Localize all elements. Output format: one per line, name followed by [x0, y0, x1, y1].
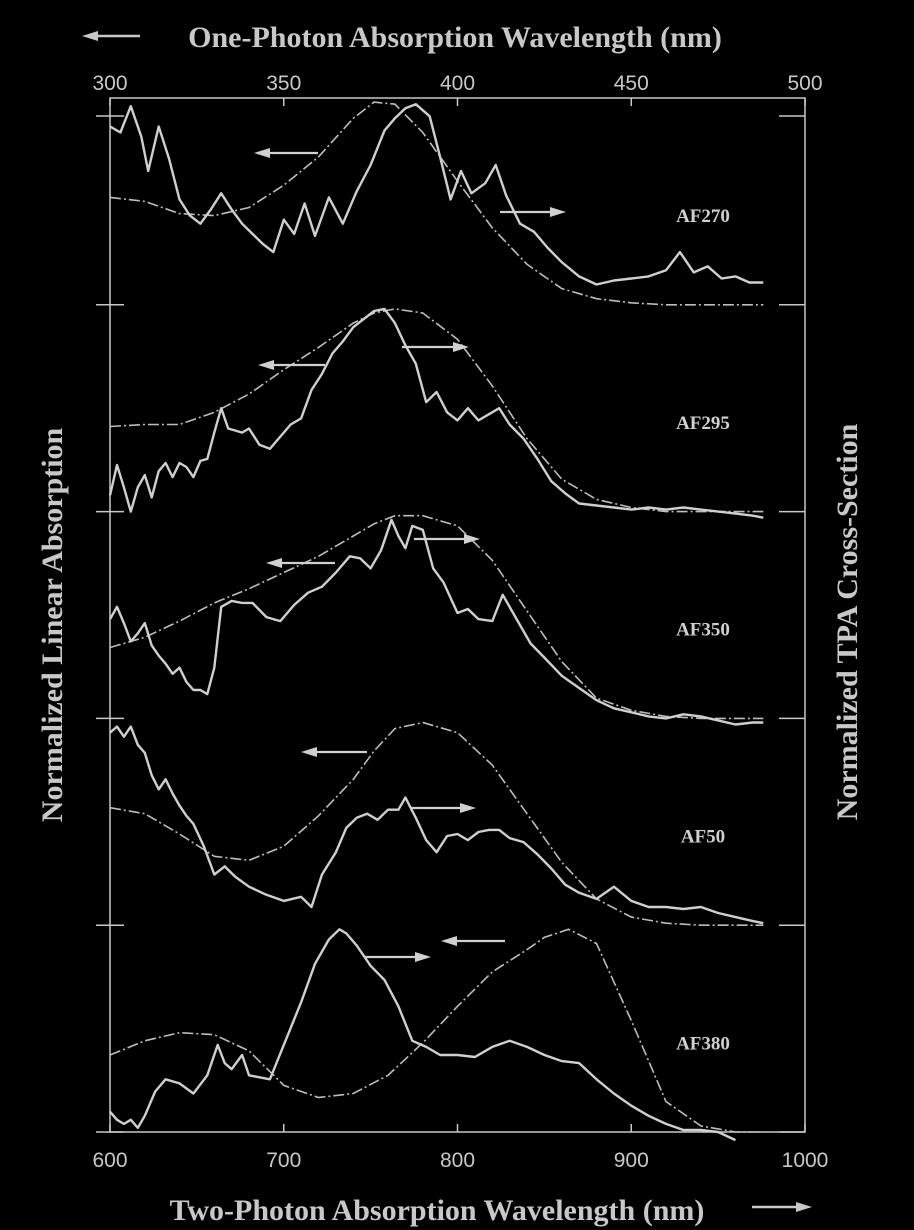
- linear-absorption-curve: [109, 721, 764, 926]
- spectra-panels: AF270 AF295 AF350 AF50 AF380: [108, 101, 764, 1142]
- linear-absorption-curve: [109, 101, 764, 306]
- panel-af350: AF350: [108, 514, 764, 726]
- curve-direction-arrows: [254, 148, 566, 962]
- left-axis-title: Normalized Linear Absorption: [36, 427, 69, 822]
- bottom-tick-label: 900: [614, 1149, 649, 1172]
- bottom-tick-label: 700: [266, 1149, 301, 1172]
- arrow-right-icon: [410, 803, 476, 813]
- top-tick-label: 450: [614, 72, 649, 95]
- tpa-cross-section-curve: [109, 103, 764, 286]
- top-tick-label: 400: [440, 72, 475, 95]
- panel-label: AF350: [676, 620, 730, 641]
- bottom-title-arrow: [752, 1202, 812, 1212]
- top-tick-label: 500: [787, 72, 822, 95]
- right-axis-title: Normalized TPA Cross-Section: [831, 423, 864, 820]
- panel-separator-ticks: [96, 115, 805, 1133]
- top-axis-title: One-Photon Absorption Wavelength (nm): [188, 21, 722, 54]
- arrow-right-icon: [402, 342, 469, 352]
- tpa-cross-section-curve: [109, 725, 764, 925]
- panel-af380: AF380: [109, 928, 764, 1142]
- linear-absorption-curve: [109, 308, 764, 513]
- bottom-axis-title: Two-Photon Absorption Wavelength (nm): [170, 1194, 705, 1227]
- bottom-tick-label: 800: [440, 1149, 475, 1172]
- arrow-left-icon: [266, 558, 335, 568]
- panel-label: AF270: [676, 206, 730, 227]
- arrow-left-icon: [301, 747, 367, 757]
- arrow-right-icon: [414, 534, 480, 544]
- linear-absorption-curve: [109, 928, 764, 1133]
- arrow-right-icon: [365, 952, 431, 962]
- tpa-cross-section-curve: [108, 307, 764, 519]
- arrow-left-icon: [441, 936, 505, 946]
- arrow-left-icon: [254, 148, 318, 158]
- panel-label: AF380: [676, 1033, 730, 1054]
- top-tick-label: 300: [92, 72, 127, 95]
- panel-af295: AF295: [108, 307, 764, 519]
- panel-af270: AF270: [109, 101, 764, 306]
- panel-af50: AF50: [109, 721, 764, 926]
- bottom-tick-label: 600: [92, 1149, 127, 1172]
- bottom-tick-label: 1000: [782, 1149, 829, 1172]
- panel-label: AF295: [676, 413, 730, 434]
- tpa-cross-section-curve: [108, 518, 764, 726]
- bottom-axis-ticks: 600 700 800 900 1000: [92, 1124, 828, 1172]
- tpa-cross-section-curve: [109, 928, 737, 1142]
- top-tick-label: 350: [266, 72, 301, 95]
- linear-absorption-curve: [109, 514, 764, 720]
- top-axis-ticks: 300 350 400 450 500: [92, 72, 823, 106]
- arrow-left-icon: [258, 360, 325, 370]
- top-title-arrow: [82, 31, 140, 41]
- panel-label: AF50: [681, 826, 725, 847]
- arrow-right-icon: [500, 207, 566, 217]
